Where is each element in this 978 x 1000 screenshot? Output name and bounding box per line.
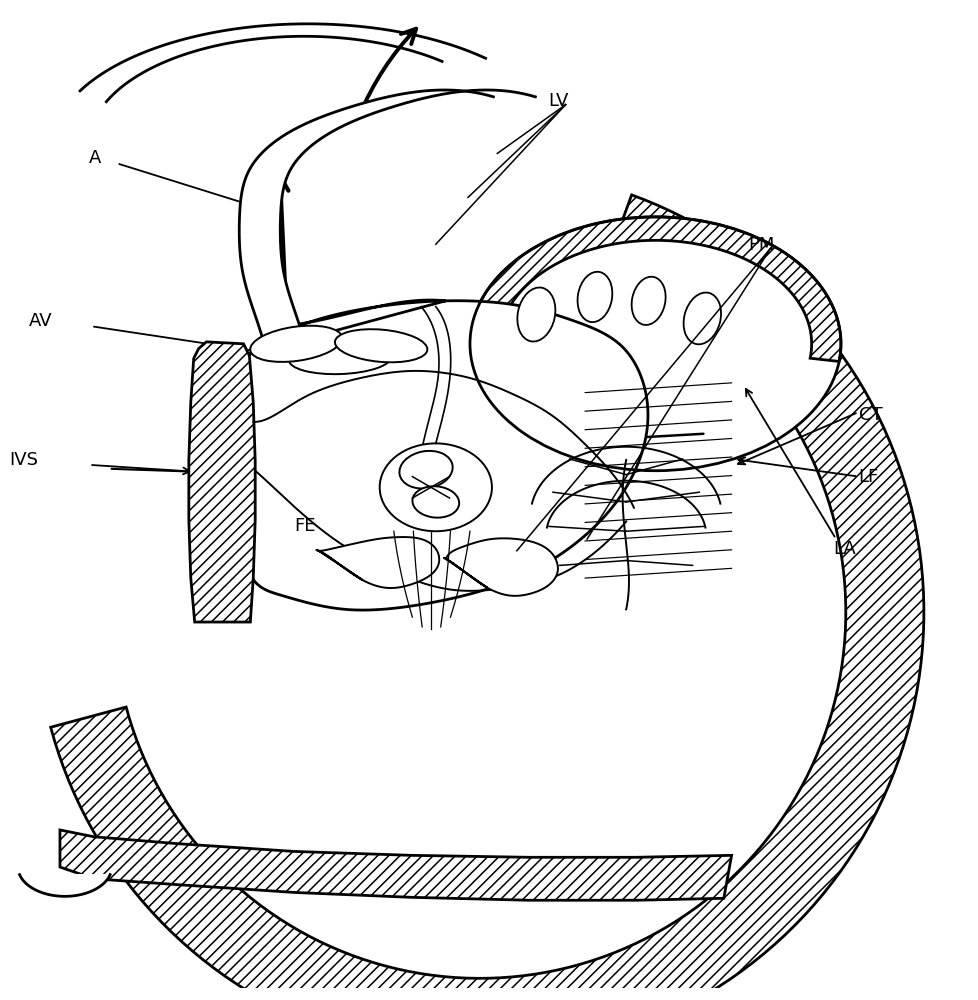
Text: LF: LF [858, 468, 878, 486]
Polygon shape [469, 217, 840, 361]
Ellipse shape [250, 326, 342, 362]
Text: FE: FE [294, 517, 316, 535]
Ellipse shape [399, 451, 452, 489]
Text: LV: LV [548, 92, 568, 110]
Ellipse shape [334, 329, 427, 362]
Text: IVS: IVS [9, 451, 38, 469]
Ellipse shape [469, 217, 840, 471]
Polygon shape [189, 342, 255, 622]
Ellipse shape [516, 288, 555, 342]
Polygon shape [236, 300, 647, 610]
Ellipse shape [577, 272, 611, 322]
Ellipse shape [289, 343, 391, 374]
Polygon shape [60, 830, 731, 900]
Text: CT: CT [858, 406, 881, 424]
Polygon shape [316, 537, 439, 588]
Polygon shape [20, 875, 110, 896]
Text: A: A [89, 149, 102, 167]
Text: PM: PM [747, 236, 774, 254]
Polygon shape [51, 195, 923, 1000]
Text: LA: LA [832, 540, 855, 558]
Ellipse shape [683, 293, 721, 344]
Ellipse shape [412, 486, 459, 518]
Polygon shape [443, 538, 557, 596]
Ellipse shape [379, 443, 491, 531]
Text: AV: AV [28, 312, 52, 330]
Polygon shape [239, 90, 535, 356]
Ellipse shape [631, 277, 665, 325]
